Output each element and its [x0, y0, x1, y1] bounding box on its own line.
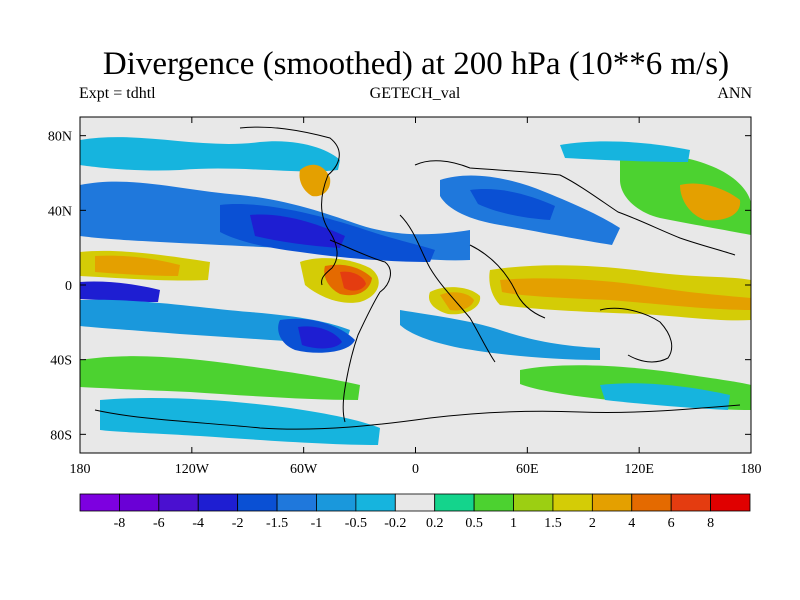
- x-tick-label: 180: [70, 462, 91, 477]
- contour-patch: [100, 397, 380, 445]
- coastline: [94, 404, 741, 430]
- colorbar-swatch: [513, 493, 554, 512]
- colorbar-level-label: -4: [192, 516, 204, 531]
- colorbar-swatch: [710, 493, 751, 512]
- coastline: [414, 160, 736, 256]
- map-plot-area: [79, 116, 752, 454]
- colorbar-swatch: [591, 493, 633, 512]
- colorbar-swatch: [79, 493, 120, 512]
- colorbar-level-label: 4: [628, 516, 635, 531]
- chart-title: Divergence (smoothed) at 200 hPa (10**6 …: [102, 46, 730, 82]
- contour-patch: [95, 255, 180, 276]
- colorbar-level-label: 2: [589, 516, 596, 531]
- contour-patch: [299, 164, 331, 197]
- contour-patch: [250, 214, 345, 248]
- contour-patch: [600, 383, 730, 410]
- contour-patch: [80, 281, 160, 302]
- y-tick-label: 40S: [50, 354, 72, 369]
- contour-patch: [560, 141, 690, 162]
- contour-patch: [680, 183, 741, 221]
- contour-patch: [440, 292, 474, 311]
- x-tick-label: 120W: [175, 462, 210, 477]
- contour-patch: [298, 326, 342, 349]
- colorbar-level-label: -6: [153, 516, 165, 531]
- colorbar-swatch: [276, 493, 317, 512]
- contour-patch: [500, 278, 751, 310]
- coastline: [239, 126, 340, 286]
- colorbar-swatch: [158, 493, 199, 512]
- colorbar-swatch: [197, 493, 239, 512]
- colorbar-swatch: [473, 493, 514, 512]
- experiment-label: Expt = tdhtl: [79, 85, 156, 102]
- x-tick-label: 60W: [290, 462, 318, 477]
- colorbar-swatch: [394, 493, 436, 512]
- latitude-axis: 80N 40N 0 40S 80S: [48, 130, 751, 443]
- colorbar-level-label: -2: [232, 516, 244, 531]
- season-label: ANN: [717, 85, 752, 102]
- y-tick-label: 80S: [50, 428, 72, 443]
- colorbar-swatch: [355, 493, 396, 512]
- contour-patch: [80, 137, 340, 172]
- contour-patch: [400, 310, 600, 360]
- colorbar-swatch: [316, 493, 357, 512]
- x-tick-label: 0: [412, 462, 419, 477]
- colorbar-level-label: -8: [114, 516, 126, 531]
- dataset-label: GETECH_val: [369, 85, 461, 102]
- coastline: [399, 214, 496, 363]
- coastline: [469, 244, 546, 319]
- contour-patch: [340, 271, 366, 291]
- y-tick-label: 40N: [48, 204, 72, 219]
- colorbar-level-label: 6: [668, 516, 675, 531]
- colorbar-level-label: 0.2: [426, 516, 444, 531]
- colorbar-level-label: -0.2: [384, 516, 406, 531]
- x-tick-label: 180: [741, 462, 762, 477]
- x-tick-label: 60E: [516, 462, 539, 477]
- y-tick-label: 0: [65, 279, 72, 294]
- colorbar-level-label: 1: [510, 516, 517, 531]
- contour-patch: [80, 356, 360, 400]
- divergence-contours: [80, 137, 751, 445]
- coastlines: [94, 126, 741, 430]
- colorbar-level-label: 8: [707, 516, 714, 531]
- colorbar: -8 -6 -4 -2 -1.5 -1 -0.5 -0.2 0.2 0.5 1 1.5 2 4 6 8: [79, 493, 751, 531]
- longitude-axis: 180 120W 60W 0 60E 120E 180: [70, 117, 762, 477]
- coastline: [599, 307, 673, 363]
- colorbar-level-label: 0.5: [465, 516, 483, 531]
- contour-patch: [470, 189, 555, 220]
- colorbar-swatch: [631, 493, 672, 512]
- colorbar-level-label: -1.5: [266, 516, 288, 531]
- colorbar-level-label: 1.5: [544, 516, 562, 531]
- coastline: [329, 239, 391, 423]
- colorbar-swatch: [237, 493, 278, 512]
- colorbar-swatch: [552, 493, 593, 512]
- colorbar-swatch: [119, 493, 160, 512]
- colorbar-swatch: [670, 493, 711, 512]
- colorbar-level-label: -1: [311, 516, 323, 531]
- y-tick-label: 80N: [48, 130, 72, 145]
- x-tick-label: 120E: [624, 462, 654, 477]
- colorbar-swatch: [434, 493, 475, 512]
- colorbar-level-label: -0.5: [345, 516, 367, 531]
